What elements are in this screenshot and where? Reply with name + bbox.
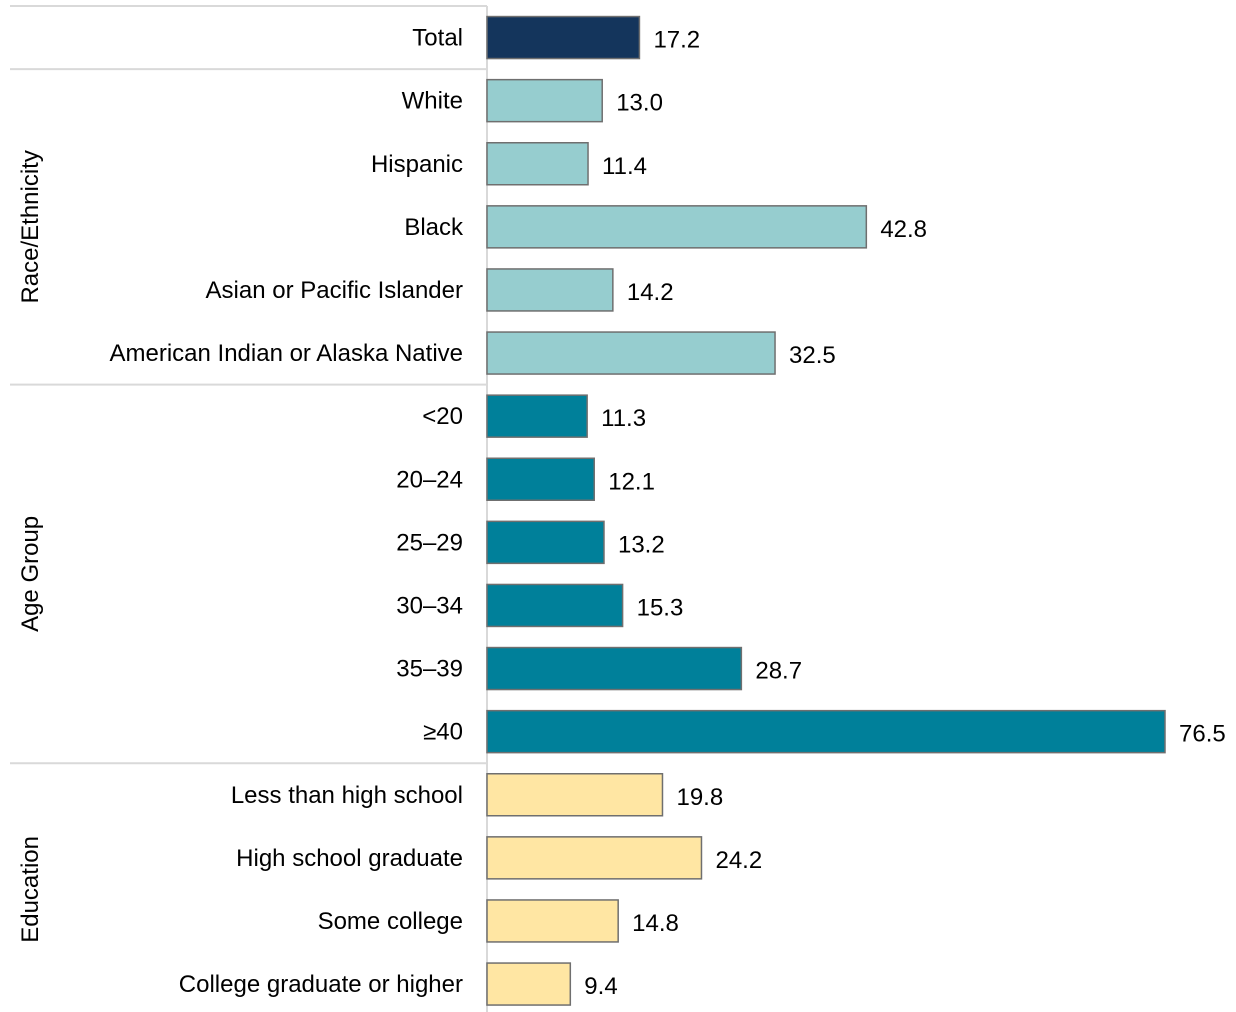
- category-label-hispanic: Hispanic: [371, 151, 463, 178]
- value-label-white: 13.0: [616, 90, 663, 117]
- value-label-gte-40: 76.5: [1179, 721, 1226, 748]
- category-label-black: Black: [404, 214, 464, 241]
- bar-some-college: [486, 899, 619, 943]
- bar-black: [486, 205, 868, 249]
- group-labels-layer: Race/Ethnicity Age Group Education: [17, 150, 44, 943]
- value-label-30-34: 15.3: [637, 594, 684, 621]
- value-label-hispanic: 11.4: [602, 153, 647, 180]
- bar-high-school-graduate: [486, 836, 703, 880]
- category-label-gte-40: ≥40: [423, 719, 463, 746]
- bars-layer: [486, 15, 1166, 1006]
- value-label-high-school-graduate: 24.2: [715, 847, 762, 874]
- value-label-some-college: 14.8: [632, 910, 679, 937]
- value-label-asian-or-pacific-islander: 14.2: [627, 279, 674, 306]
- bar-asian-or-pacific-islander: [486, 268, 614, 312]
- bar-college-graduate-or-higher: [486, 962, 572, 1006]
- bar-american-indian-or-alaska-native: [486, 331, 776, 375]
- category-label-american-indian-or-alaska-native: American Indian or Alaska Native: [109, 340, 463, 367]
- category-label-25-29: 25–29: [396, 529, 463, 556]
- category-label-30-34: 30–34: [396, 592, 463, 619]
- group-label-age-group: Age Group: [17, 516, 44, 632]
- bar-20-24: [486, 457, 595, 501]
- bar-lt-20: [486, 394, 588, 438]
- value-label-total: 17.2: [653, 27, 700, 54]
- category-label-less-than-high-school: Less than high school: [231, 782, 463, 809]
- category-labels-layer: Total White Hispanic Black Asian or Pacific …: [109, 25, 464, 998]
- group-separators: [10, 5, 487, 765]
- value-labels-layer: 17.2 13.0 11.4 42.8 14.2 32.5 11.3 12.1 13.2 15.3…: [584, 27, 1226, 1000]
- category-label-20-24: 20–24: [396, 466, 463, 493]
- value-label-35-39: 28.7: [755, 658, 802, 685]
- value-label-25-29: 13.2: [618, 531, 665, 558]
- category-label-some-college: Some college: [318, 908, 463, 935]
- bar-35-39: [486, 646, 743, 691]
- value-label-american-indian-or-alaska-native: 32.5: [789, 342, 836, 369]
- bar-30-34: [486, 583, 624, 628]
- category-label-college-graduate-or-higher: College graduate or higher: [179, 971, 463, 998]
- category-label-35-39: 35–39: [396, 656, 463, 683]
- category-label-lt-20: <20: [422, 403, 463, 430]
- value-label-black: 42.8: [880, 216, 927, 243]
- value-label-college-graduate-or-higher: 9.4: [584, 973, 617, 1000]
- value-label-less-than-high-school: 19.8: [676, 784, 723, 811]
- category-label-white: White: [402, 88, 463, 115]
- value-label-20-24: 12.1: [608, 468, 655, 495]
- bar-white: [486, 78, 603, 123]
- group-label-education: Education: [17, 836, 44, 943]
- value-label-lt-20: 11.3: [601, 405, 646, 432]
- category-label-high-school-graduate: High school graduate: [236, 845, 463, 872]
- group-label-race-ethnicity: Race/Ethnicity: [17, 150, 44, 303]
- bar-25-29: [486, 520, 605, 565]
- bar-less-than-high-school: [486, 773, 664, 817]
- category-label-total: Total: [412, 25, 463, 52]
- bar-total: [486, 15, 641, 60]
- bar-hispanic: [486, 142, 589, 186]
- category-label-asian-or-pacific-islander: Asian or Pacific Islander: [206, 277, 463, 304]
- bar-gte-40: [486, 709, 1166, 754]
